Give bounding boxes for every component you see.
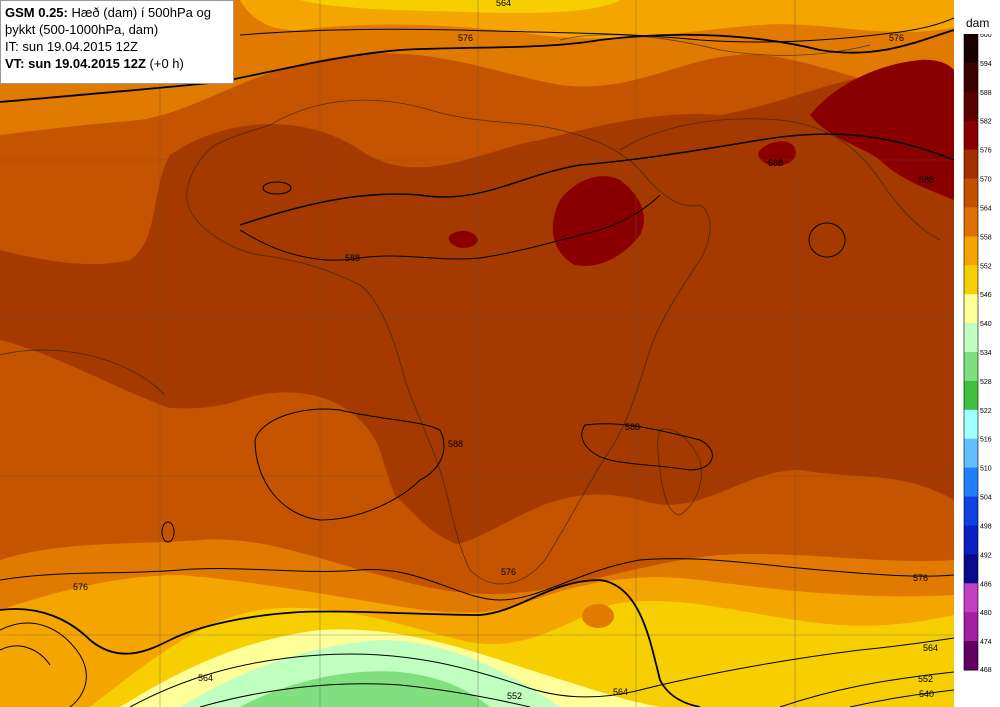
legend-border <box>963 34 979 671</box>
color-legend: 600 594 588 582 576 570 564 558 552 546 540 534 528 5… <box>963 34 992 674</box>
legend-tick-label: 534 <box>980 350 992 357</box>
legend-swatch <box>964 467 978 498</box>
legend-tick-label: 582 <box>980 119 992 126</box>
contour-label: 564 <box>496 0 511 8</box>
thickness-fill-582-india <box>810 59 954 200</box>
legend-swatch <box>964 583 978 613</box>
forecast-offset: (+0 h) <box>149 56 184 71</box>
legend-tick-label: 468 <box>980 667 992 674</box>
legend-swatch <box>964 554 978 584</box>
legend-swatch <box>964 34 978 64</box>
legend-swatch <box>964 236 978 266</box>
initial-time: IT: sun 19.04.2015 12Z <box>5 39 138 54</box>
contour-label: 564 <box>198 673 213 683</box>
legend-tick-label: 594 <box>980 61 992 68</box>
legend-swatch <box>964 149 978 180</box>
legend-tick-label: 474 <box>980 639 992 646</box>
contour-label: 576 <box>889 33 904 43</box>
height-contours <box>0 0 954 707</box>
legend-tick-label: 588 <box>980 90 992 97</box>
legend-swatch <box>964 265 978 295</box>
legend-tick-label: 552 <box>980 263 992 270</box>
title-line-2: þykkt (500-1000hPa, dam) <box>5 22 159 37</box>
legend-tick-label: 486 <box>980 581 992 588</box>
thickness-fill-576 <box>0 73 954 546</box>
thickness-fill-582-ethiopia <box>552 176 644 266</box>
legend-swatch <box>964 641 978 671</box>
legend-swatch <box>964 612 978 642</box>
thickness-fill-552-north <box>300 0 620 14</box>
thickness-fill-582-arabia <box>758 141 796 166</box>
legend-tick-label: 564 <box>980 205 992 212</box>
contour-label: 576 <box>458 33 473 43</box>
contour-label: 552 <box>918 674 933 684</box>
thickness-fill-564-north <box>0 0 954 135</box>
contour-label: 576 <box>501 567 516 577</box>
legend-swatch <box>964 380 978 411</box>
legend-swatch <box>964 62 978 93</box>
contour-label: 588 <box>625 422 640 432</box>
legend-tick-label: 600 <box>980 34 992 39</box>
map-canvas: 564 576 576 588 588 588 588 588 576 576 … <box>0 0 954 707</box>
legend-tick-label: 516 <box>980 437 992 444</box>
legend-tick-label: 498 <box>980 523 992 530</box>
legend-swatch <box>964 409 978 440</box>
contour-label: 564 <box>613 687 628 697</box>
contour-label: 588 <box>768 158 783 168</box>
thickness-fill-534-south <box>240 671 490 707</box>
contour-label-group: 564 576 576 588 588 588 588 588 576 576 … <box>73 0 938 701</box>
legend-tick-label: 576 <box>980 148 992 155</box>
legend-swatch <box>964 525 978 555</box>
legend-swatch <box>964 438 978 469</box>
lat-lon-grid <box>0 0 954 707</box>
title-text-1: Hæð (dam) í 500hPa og <box>71 5 211 20</box>
legend-tick-label: 546 <box>980 292 992 299</box>
legend-tick-label: 570 <box>980 177 992 184</box>
legend-swatch <box>964 496 978 526</box>
legend-tick-label: 558 <box>980 234 992 241</box>
map-info-box: GSM 0.25: Hæð (dam) í 500hPa og þykkt (5… <box>0 0 234 84</box>
legend-swatch <box>964 178 978 208</box>
title-line-1: GSM 0.25: Hæð (dam) í 500hPa og <box>5 4 229 21</box>
contour-label: 588 <box>345 253 360 263</box>
legend-tick-label: 540 <box>980 321 992 328</box>
contour-label: 552 <box>507 691 522 701</box>
legend-tick-label: 480 <box>980 610 992 617</box>
legend-tick-label: 504 <box>980 495 992 502</box>
contour-label: 564 <box>923 643 938 653</box>
contour-label: 588 <box>448 439 463 449</box>
thickness-fill-564-island <box>582 604 614 628</box>
contour-label: 576 <box>73 582 88 592</box>
valid-time: VT: sun 19.04.2015 12Z <box>5 56 146 71</box>
legend-swatch <box>964 352 978 382</box>
model-name: GSM 0.25: <box>5 5 68 20</box>
weather-map: 564 576 576 588 588 588 588 588 576 576 … <box>0 0 954 707</box>
legend-swatch <box>964 120 978 151</box>
legend-tick-label: 528 <box>980 379 992 386</box>
contour-label: 588 <box>919 175 934 185</box>
legend-swatch <box>964 207 978 237</box>
contour-label: 540 <box>919 689 934 699</box>
legend-tick-label: 522 <box>980 408 992 415</box>
legend-unit: dam <box>966 16 990 30</box>
legend-swatch <box>964 294 978 324</box>
valid-time-line: VT: sun 19.04.2015 12Z (+0 h) <box>5 55 229 72</box>
legend-swatch <box>964 91 978 122</box>
legend-swatch <box>964 323 978 353</box>
legend-tick-label: 510 <box>980 466 992 473</box>
coastlines <box>0 34 941 585</box>
contour-label: 576 <box>913 573 928 583</box>
legend-tick-label: 492 <box>980 552 992 559</box>
thickness-fill-582-patch <box>448 230 478 248</box>
